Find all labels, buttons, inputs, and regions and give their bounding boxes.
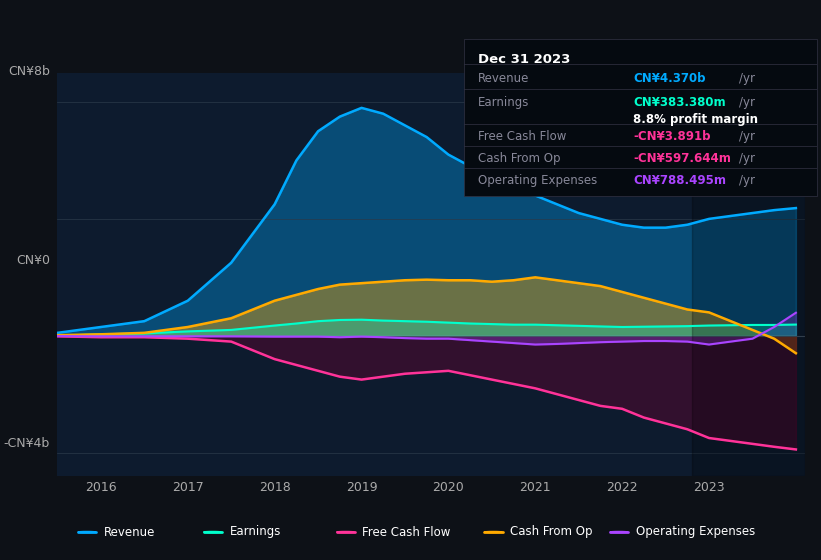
Circle shape [78, 531, 96, 533]
Text: CN¥4.370b: CN¥4.370b [633, 72, 706, 85]
Circle shape [337, 531, 355, 533]
Circle shape [204, 531, 222, 533]
Bar [691, 73, 805, 476]
Text: CN¥0: CN¥0 [16, 254, 50, 267]
Text: -CN¥4b: -CN¥4b [4, 437, 50, 450]
Text: -CN¥597.644m: -CN¥597.644m [633, 152, 732, 165]
Text: CN¥788.495m: CN¥788.495m [633, 174, 727, 187]
Text: Dec 31 2023: Dec 31 2023 [478, 53, 571, 66]
Text: 8.8% profit margin: 8.8% profit margin [633, 113, 759, 126]
Text: Earnings: Earnings [478, 96, 530, 109]
Text: /yr: /yr [739, 72, 755, 85]
Text: Free Cash Flow: Free Cash Flow [363, 525, 451, 539]
Text: /yr: /yr [739, 96, 755, 109]
Circle shape [610, 531, 628, 533]
Text: Operating Expenses: Operating Expenses [636, 525, 755, 539]
Text: Cash From Op: Cash From Op [478, 152, 561, 165]
Text: Free Cash Flow: Free Cash Flow [478, 130, 566, 143]
Text: CN¥383.380m: CN¥383.380m [633, 96, 726, 109]
Text: Revenue: Revenue [478, 72, 530, 85]
Text: Earnings: Earnings [230, 525, 281, 539]
Text: /yr: /yr [739, 152, 755, 165]
Text: Cash From Op: Cash From Op [511, 525, 593, 539]
Text: Revenue: Revenue [104, 525, 155, 539]
Text: CN¥8b: CN¥8b [8, 65, 50, 78]
Text: /yr: /yr [739, 130, 755, 143]
Text: Operating Expenses: Operating Expenses [478, 174, 597, 187]
Text: -CN¥3.891b: -CN¥3.891b [633, 130, 711, 143]
Circle shape [484, 531, 502, 533]
Text: /yr: /yr [739, 174, 755, 187]
FancyBboxPatch shape [464, 39, 817, 196]
